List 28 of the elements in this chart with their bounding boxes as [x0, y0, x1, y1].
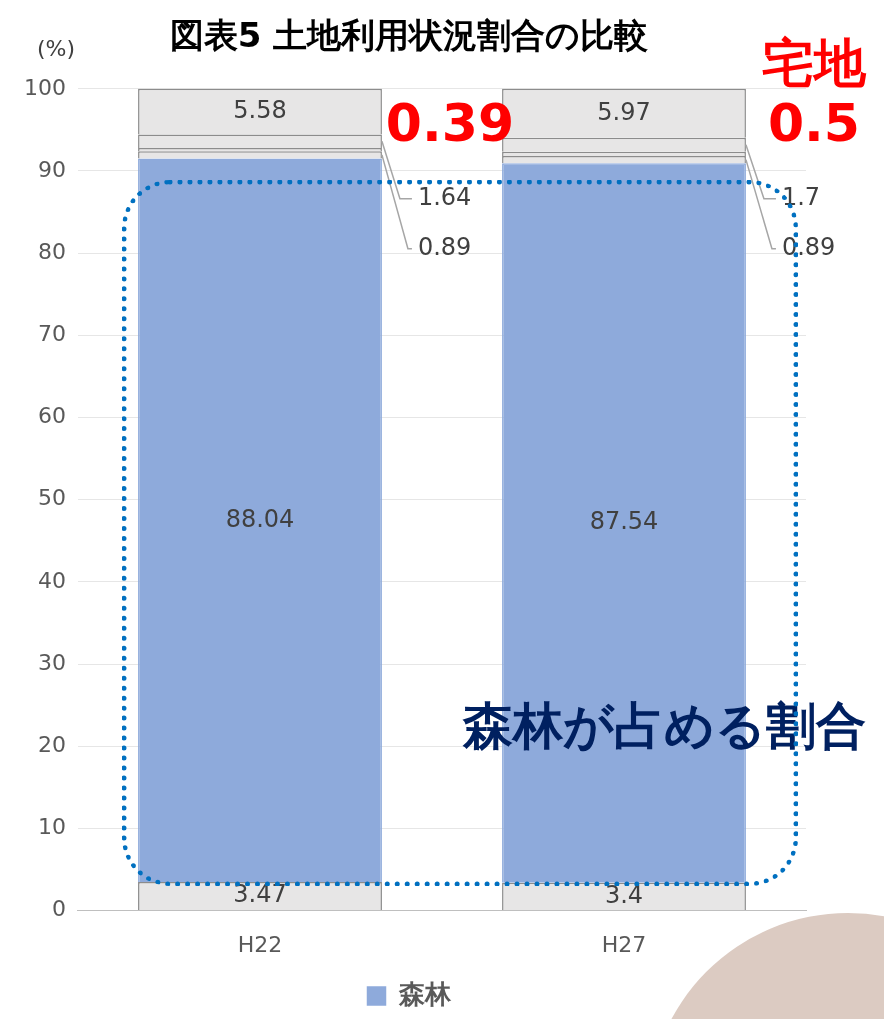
- data-label: 3.4: [604, 880, 644, 909]
- annotation: 0.39: [385, 93, 515, 154]
- y-tick-label: 70: [37, 321, 66, 347]
- y-tick-label: 80: [37, 238, 66, 264]
- data-label: 5.58: [233, 95, 287, 124]
- data-label: 88.04: [225, 504, 295, 533]
- y-tick-label: 20: [37, 731, 66, 757]
- data-label: 5.97: [597, 97, 651, 126]
- y-tick-label: 90: [37, 156, 66, 182]
- data-label: 1.64: [417, 182, 472, 211]
- annotation: 0.5: [767, 93, 860, 154]
- x-tick-label: H22: [237, 931, 283, 957]
- y-tick-label: 10: [37, 814, 66, 840]
- chart-title: 図表5 土地利用状況割合の比較: [169, 15, 649, 56]
- y-tick-label: 0: [51, 896, 66, 922]
- y-tick-label: 30: [37, 649, 66, 675]
- annotation: 宅地: [761, 33, 867, 94]
- y-tick-label: 50: [37, 485, 66, 511]
- y-tick-label: 60: [37, 403, 66, 429]
- data-label: 87.54: [589, 507, 659, 536]
- legend-label: 森林: [397, 978, 452, 1009]
- data-label: 1.7: [781, 183, 821, 212]
- data-label: 0.89: [417, 232, 472, 261]
- y-tick-label: 100: [23, 74, 66, 100]
- data-label: 0.89: [781, 233, 836, 262]
- x-tick-label: H27: [601, 931, 647, 957]
- y-tick-label: 40: [37, 567, 66, 593]
- y-axis-title: (%): [36, 35, 76, 61]
